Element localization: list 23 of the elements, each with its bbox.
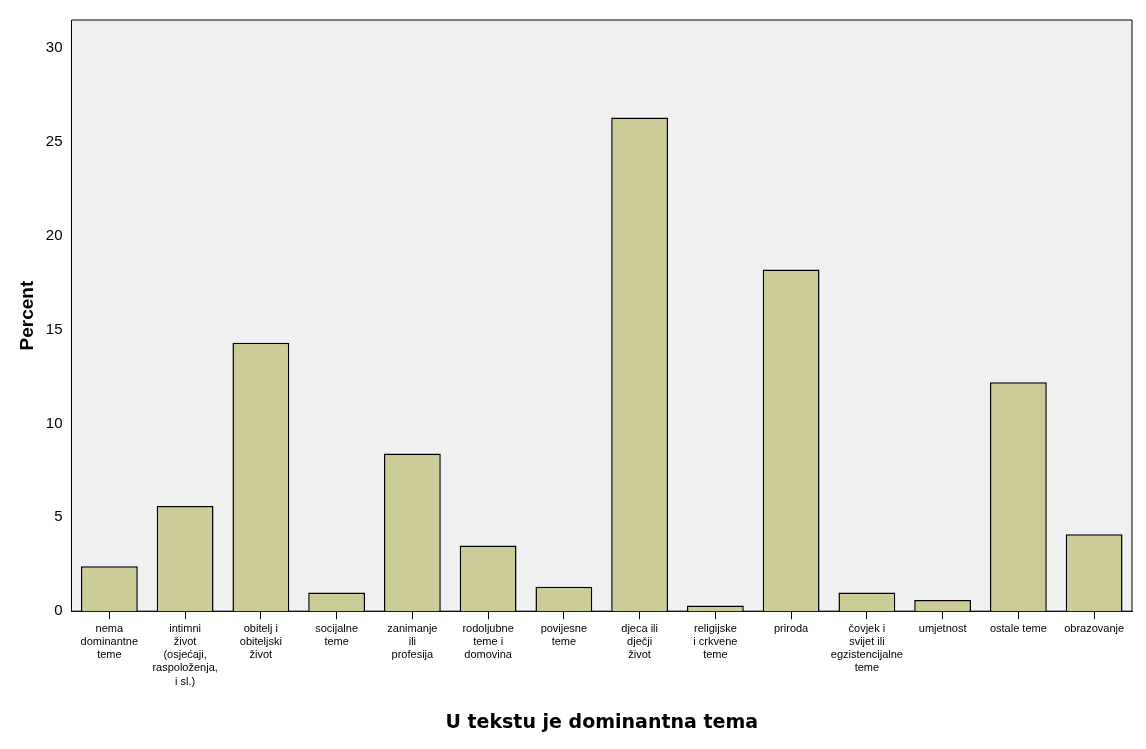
x-tick-label: umjetnost [918,621,967,634]
x-tick-label: nema dominantne teme [80,621,139,661]
y-tick-label: 20 [45,225,63,243]
x-tick-label: obitelj i obiteljski život [239,621,282,661]
x-tick-label: intimni život (osjećaji, raspoloženja, i sl.) [152,621,218,687]
y-tick-label: 25 [45,132,63,150]
x-tick-label: obrazovanje [1064,621,1125,634]
y-tick-label: 10 [45,413,63,431]
x-tick-label: zanimanje ili profesija [387,621,438,661]
y-tick-label: 30 [45,38,63,56]
x-tick-label: ostale teme [989,621,1047,634]
x-tick-label: rodoljubne teme i domovina [462,621,514,661]
x-tick-label: čovjek i svijet ili egzistencijalne teme [830,621,903,674]
y-tick-label: 15 [45,319,63,337]
x-tick-label: povijesne teme [540,621,588,648]
x-axis-title: U tekstu je dominantna tema [445,709,759,732]
y-tick-label: 0 [54,601,63,619]
x-tick-label: socijalne teme [315,621,359,648]
x-tick-label: priroda [774,621,810,634]
x-tick-label: djeca ili dječji život [621,621,658,661]
y-tick-label: 5 [54,507,63,525]
x-tick-label: religijske i crkvene teme [693,621,738,661]
y-axis-title: Percent [15,280,37,351]
